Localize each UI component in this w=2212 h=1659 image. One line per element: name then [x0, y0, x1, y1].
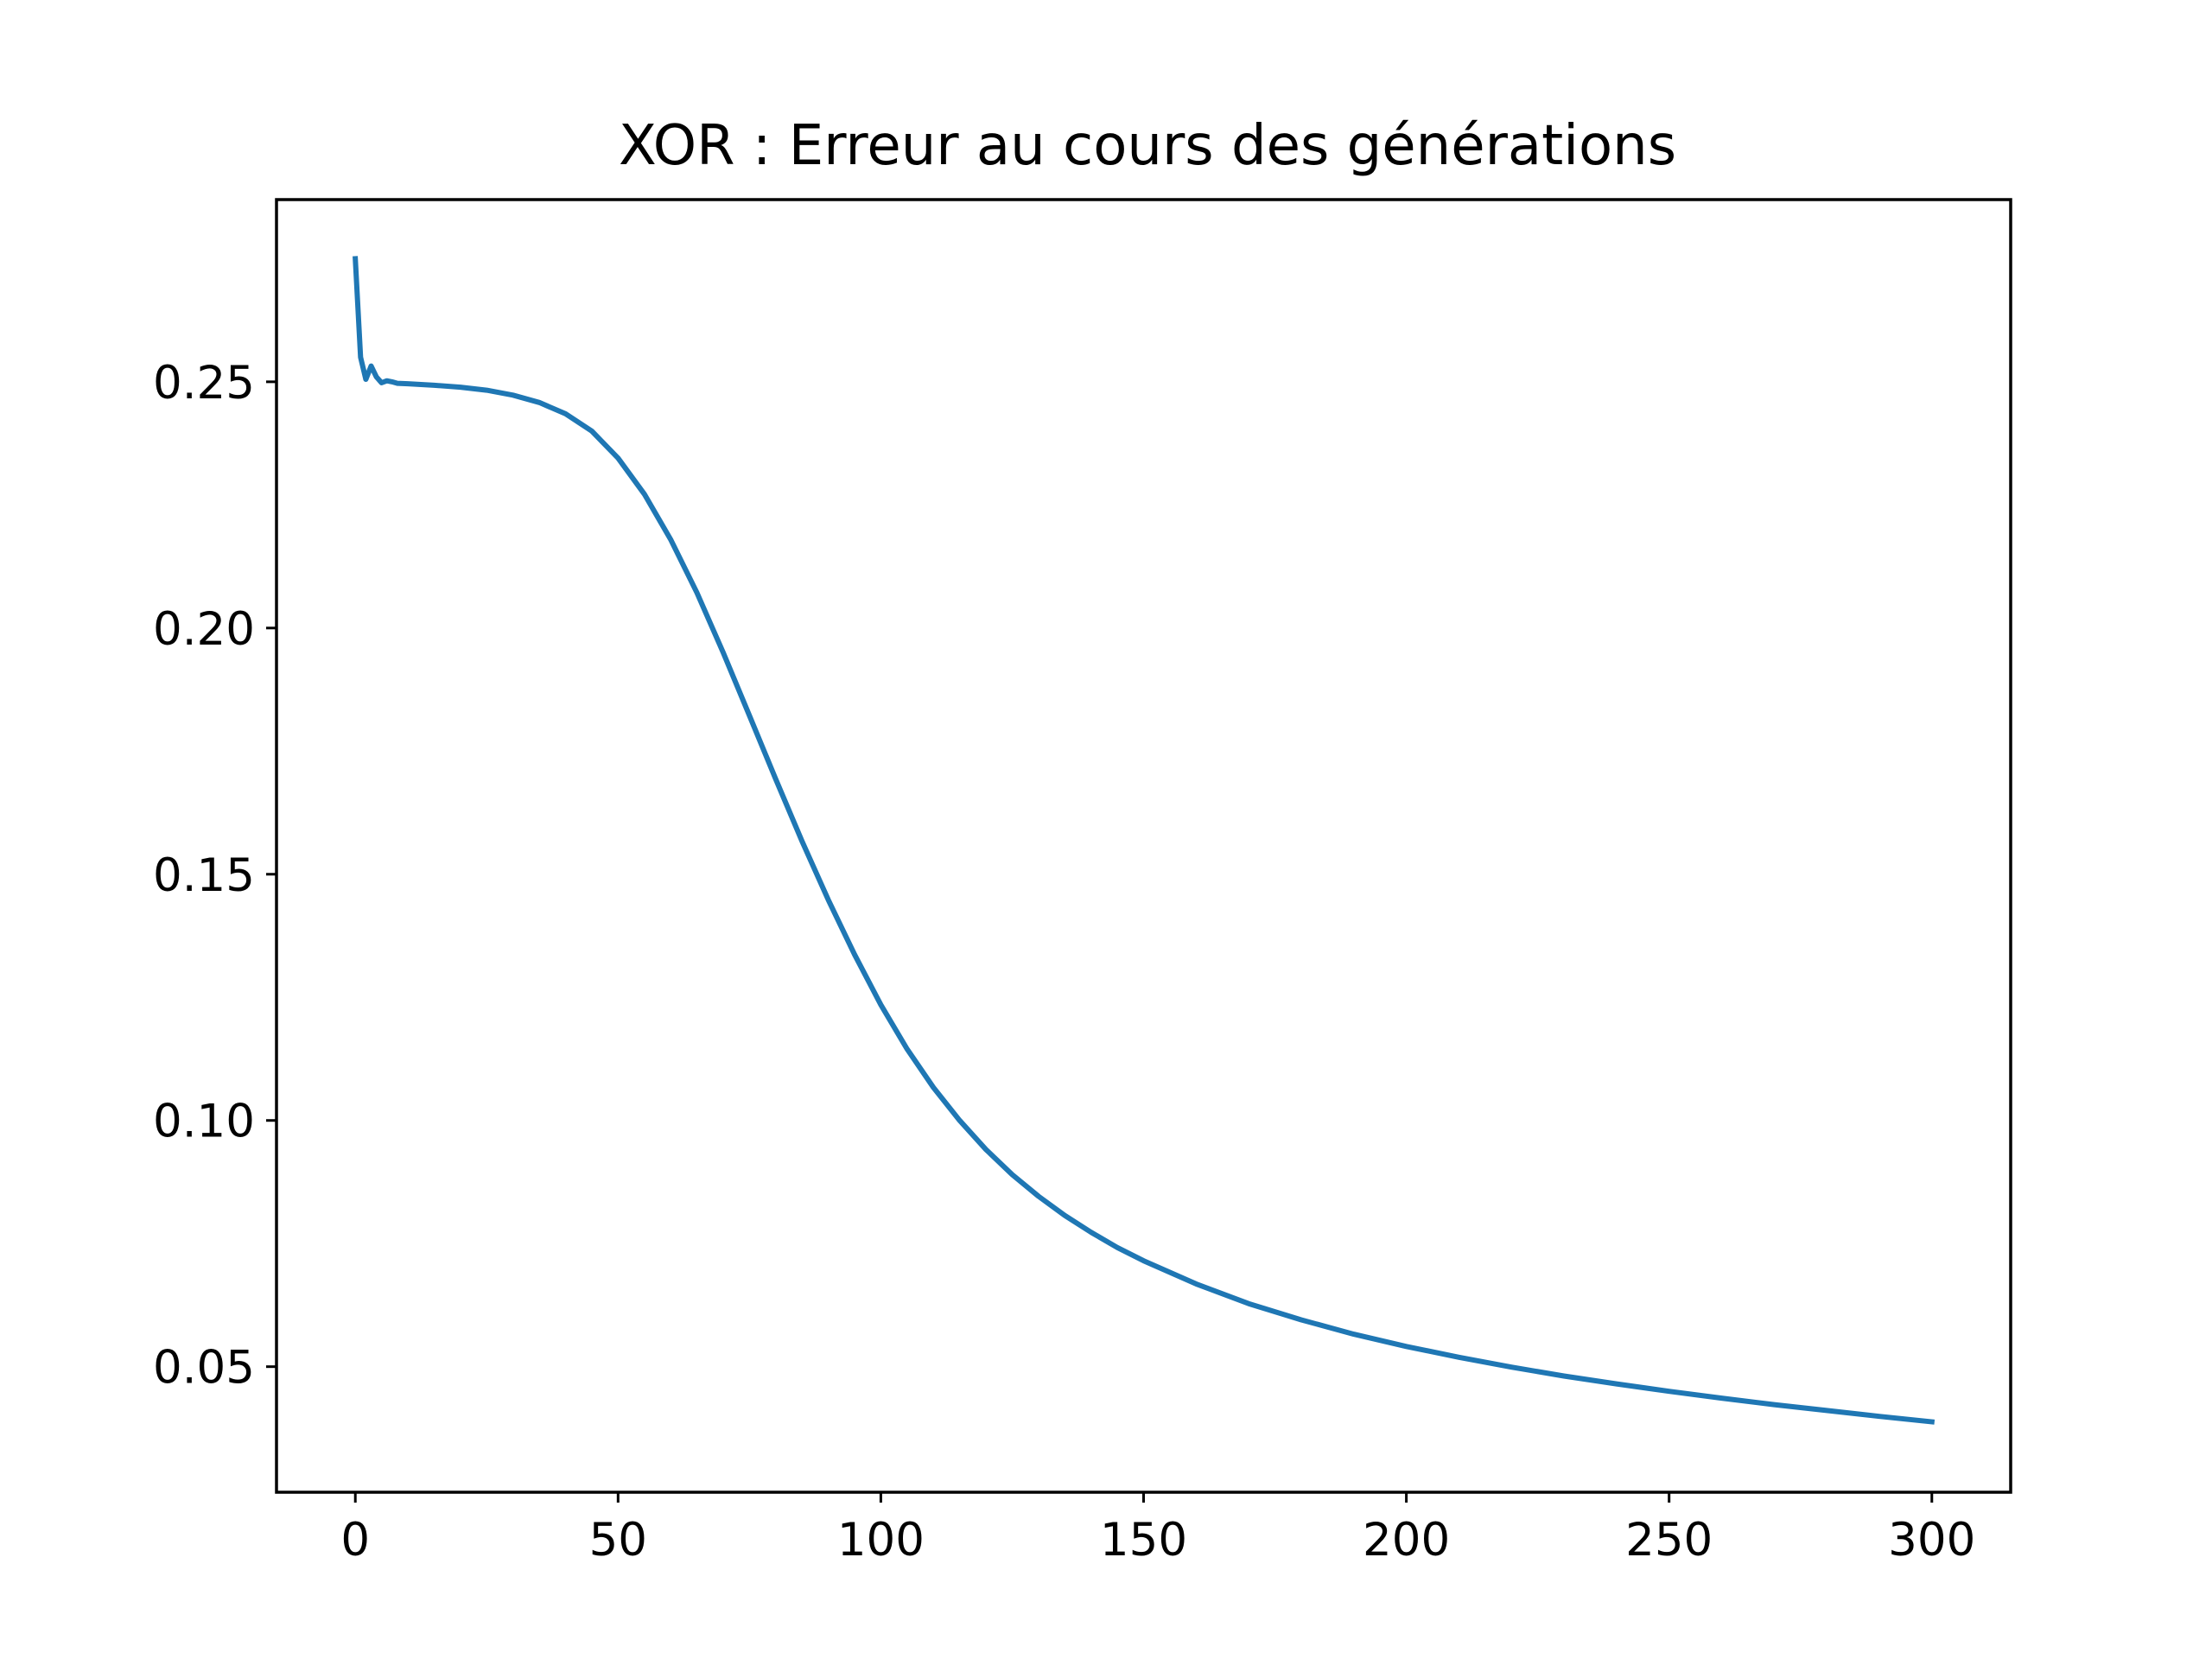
- series-line-0: [353, 256, 1936, 1425]
- x-tick-label: 150: [1100, 1514, 1187, 1567]
- x-tick-label: 200: [1363, 1514, 1450, 1567]
- y-tick-label: 0.25: [153, 357, 255, 410]
- y-tick-label: 0.15: [153, 849, 255, 902]
- y-tick-label: 0.20: [153, 603, 255, 656]
- x-tick-label: 0: [340, 1514, 370, 1567]
- x-tick-label: 250: [1625, 1514, 1713, 1567]
- y-axis: 0.05 0.10 0.15 0.20 0.25: [153, 357, 276, 1395]
- x-tick-label: 300: [1888, 1514, 1975, 1567]
- plot-area: [353, 256, 1936, 1425]
- axes-frame: [275, 198, 2012, 1494]
- x-tick-label: 50: [589, 1514, 647, 1567]
- x-tick-label: 100: [837, 1514, 925, 1567]
- chart-title: XOR : Erreur au cours des générations: [619, 114, 1676, 178]
- y-tick-label: 0.10: [153, 1096, 255, 1148]
- x-axis: 0 50 100 150 200 250 300: [340, 1492, 1975, 1567]
- y-tick-label: 0.05: [153, 1342, 255, 1395]
